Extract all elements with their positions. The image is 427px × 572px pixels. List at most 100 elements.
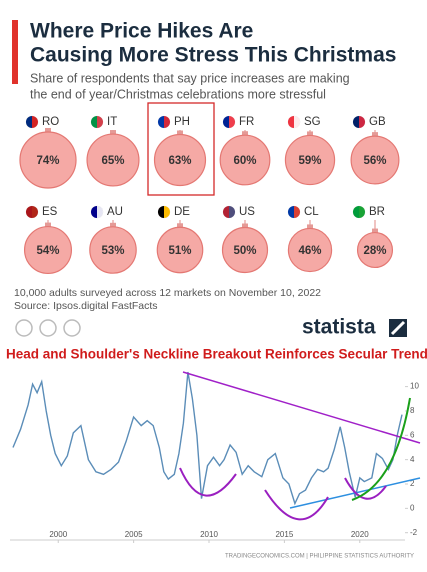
x-tick-label: 2005 [125,530,143,539]
flag [359,206,365,218]
y-tick-label: 2 [410,479,415,488]
bubble [156,226,204,274]
ornament-cap [110,222,116,228]
bubble [219,134,271,186]
y-tick-label: 6 [410,430,415,439]
ornament-cap [45,222,51,228]
y-tick-label: 10 [410,382,419,391]
value-label: 54% [36,245,59,257]
bubble [350,135,400,185]
bubble [23,225,73,275]
license-icons [15,319,81,337]
bubble [86,133,140,187]
value-label: 63% [168,155,191,167]
flag [32,206,38,218]
flag [91,116,97,128]
value-label: 74% [36,155,59,167]
x-tick-label: 2000 [49,530,67,539]
flag [294,116,300,128]
flag [32,116,38,128]
x-tick-label: 2015 [275,530,293,539]
category-label: CL [304,206,319,218]
highlight-box [147,102,215,196]
flag [359,116,365,128]
x-tick-label: 2010 [200,530,218,539]
bubble [284,134,336,186]
flag [158,116,164,128]
category-label: AU [107,206,123,218]
ornament-cap [372,228,378,234]
flag [223,116,229,128]
category-label: FR [239,116,254,128]
y-tick-label: -2 [410,528,418,537]
ornament-cap [307,224,313,230]
flag [353,116,359,128]
accent-bar [12,20,18,84]
flag [164,116,170,128]
flag [164,206,170,218]
value-label: 59% [298,155,321,167]
ornament-cap [45,127,51,133]
value-label: 65% [101,155,124,167]
brand-logo-mark [390,320,406,336]
annotations [179,371,421,521]
category-label: ES [42,206,58,218]
flag [26,206,32,218]
ornament-cap [372,132,378,138]
category-label: GB [369,116,386,128]
subtitle: Share of respondents that say price incr… [30,71,350,85]
source: TRADINGECONOMICS.COM | PHILIPPINE STATIS… [225,554,414,560]
ornament-cap [177,223,183,229]
flag [288,206,294,218]
y-tick-label: 4 [410,455,415,464]
flag [288,116,294,128]
chart-title-line: Causing More Stress This Christmas [30,44,396,67]
line [12,371,403,506]
category-label: SG [304,116,321,128]
flag [223,206,229,218]
category-label: RO [42,116,59,128]
bubble [356,231,394,269]
bubble [287,227,333,273]
subtitle-line: the end of year/Christmas celebrations m… [30,87,326,101]
flag [229,206,235,218]
value-label: 46% [298,245,321,257]
value-label: 28% [363,245,386,257]
value-label: 51% [168,245,191,257]
flag [294,206,300,218]
ornament-cap [242,223,248,229]
flag [353,206,359,218]
y-tick-label: 0 [410,503,415,512]
ornament-cap [242,131,248,137]
category-label: BR [369,206,385,218]
bubble [153,133,207,187]
bubble [89,226,137,274]
source: Source: Ipsos.digital FastFacts [14,300,158,312]
ornament-cap [110,130,116,136]
flag [97,206,103,218]
category-label: IT [107,116,117,128]
x-tick-label: 2020 [351,530,369,539]
category-label: PH [174,116,190,128]
value-label: 56% [363,155,386,167]
bubble [19,131,77,189]
ornament-cap [307,131,313,137]
value-label: 60% [233,155,256,167]
value-label: 53% [101,245,124,257]
ornament-cap [177,130,183,136]
chart-title: Head and Shoulder's Neckline Breakout Re… [6,347,427,362]
flag [158,206,164,218]
bubble [221,226,269,274]
flag [229,116,235,128]
category-label: US [239,206,255,218]
brand: statista [302,316,376,339]
chart-title: Where Price Hikes Are [30,20,253,43]
category-label: DE [174,206,190,218]
flag [97,116,103,128]
value-label: 50% [233,245,256,257]
note: 10,000 adults surveyed across 12 markets… [14,287,321,299]
flag [91,206,97,218]
flag [26,116,32,128]
y-tick-label: 8 [410,406,415,415]
